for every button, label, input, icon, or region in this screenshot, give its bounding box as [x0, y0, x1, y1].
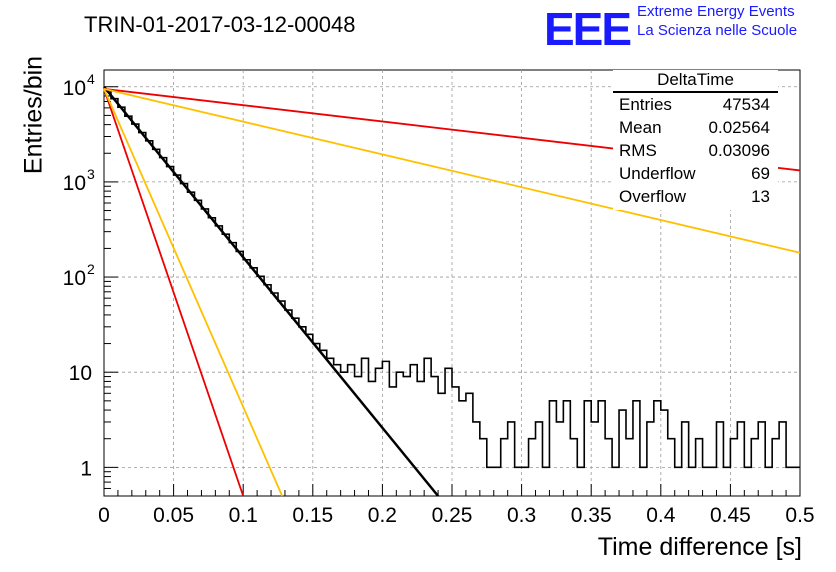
y-tick-exponent: 2 — [87, 261, 95, 277]
x-tick-label: 0.15 — [292, 504, 333, 527]
stats-label: Entries — [619, 95, 672, 114]
y-tick-label: 1 — [80, 457, 92, 480]
run-title: TRIN-01-2017-03-12-00048 — [84, 12, 356, 37]
stats-row-overflow: Overflow 13 — [613, 185, 778, 208]
x-tick-label: 0.4 — [646, 504, 676, 527]
fit-curve-1 — [103, 88, 245, 497]
y-axis-label: Entries/bin — [19, 55, 48, 175]
eee-logo: EEE — [544, 3, 632, 55]
stats-row-mean: Mean 0.02564 — [613, 116, 778, 139]
x-tick-label: 0.05 — [153, 504, 194, 527]
stats-label: Mean — [619, 118, 662, 137]
x-tick-label: 0.25 — [432, 504, 473, 527]
stats-value: 69 — [751, 164, 770, 183]
x-tick-label: 0.2 — [368, 504, 397, 527]
logo-line-1: Extreme Energy Events — [637, 3, 795, 20]
stats-label: Overflow — [619, 187, 687, 206]
stats-value: 0.02564 — [708, 118, 770, 137]
stats-row-entries: Entries 47534 — [613, 93, 778, 116]
x-tick-label: 0.35 — [571, 504, 612, 527]
stats-value: 47534 — [722, 95, 770, 114]
y-tick-exponent: 3 — [87, 166, 95, 182]
stats-value: 0.03096 — [708, 141, 770, 160]
fit-curve-2 — [103, 88, 284, 497]
stats-row-rms: RMS 0.03096 — [613, 139, 778, 162]
stats-value: 13 — [751, 187, 770, 206]
stats-row-underflow: Underflow 69 — [613, 162, 778, 185]
stats-label: Underflow — [619, 164, 696, 183]
logo-line-2: La Scienza nelle Scuole — [637, 22, 798, 39]
x-tick-label: 0.3 — [507, 504, 536, 527]
x-tick-label: 0.5 — [785, 504, 814, 527]
x-tick-label: 0.45 — [710, 504, 751, 527]
stats-label: RMS — [619, 141, 657, 160]
y-tick-label: 10 — [63, 267, 86, 290]
y-tick-exponent: 4 — [87, 71, 95, 87]
stats-box: DeltaTime Entries 47534 Mean 0.02564 RMS… — [613, 70, 778, 210]
fit-curve-4 — [103, 87, 801, 254]
fit-curve-0 — [103, 85, 440, 497]
stats-title: DeltaTime — [613, 70, 778, 93]
x-tick-label: 0 — [98, 504, 110, 527]
x-axis-label: Time difference [s] — [597, 533, 802, 561]
x-tick-label: 0.1 — [229, 504, 258, 527]
y-tick-label: 10 — [63, 77, 86, 100]
y-tick-label: 10 — [69, 362, 92, 385]
y-tick-label: 10 — [63, 172, 86, 195]
